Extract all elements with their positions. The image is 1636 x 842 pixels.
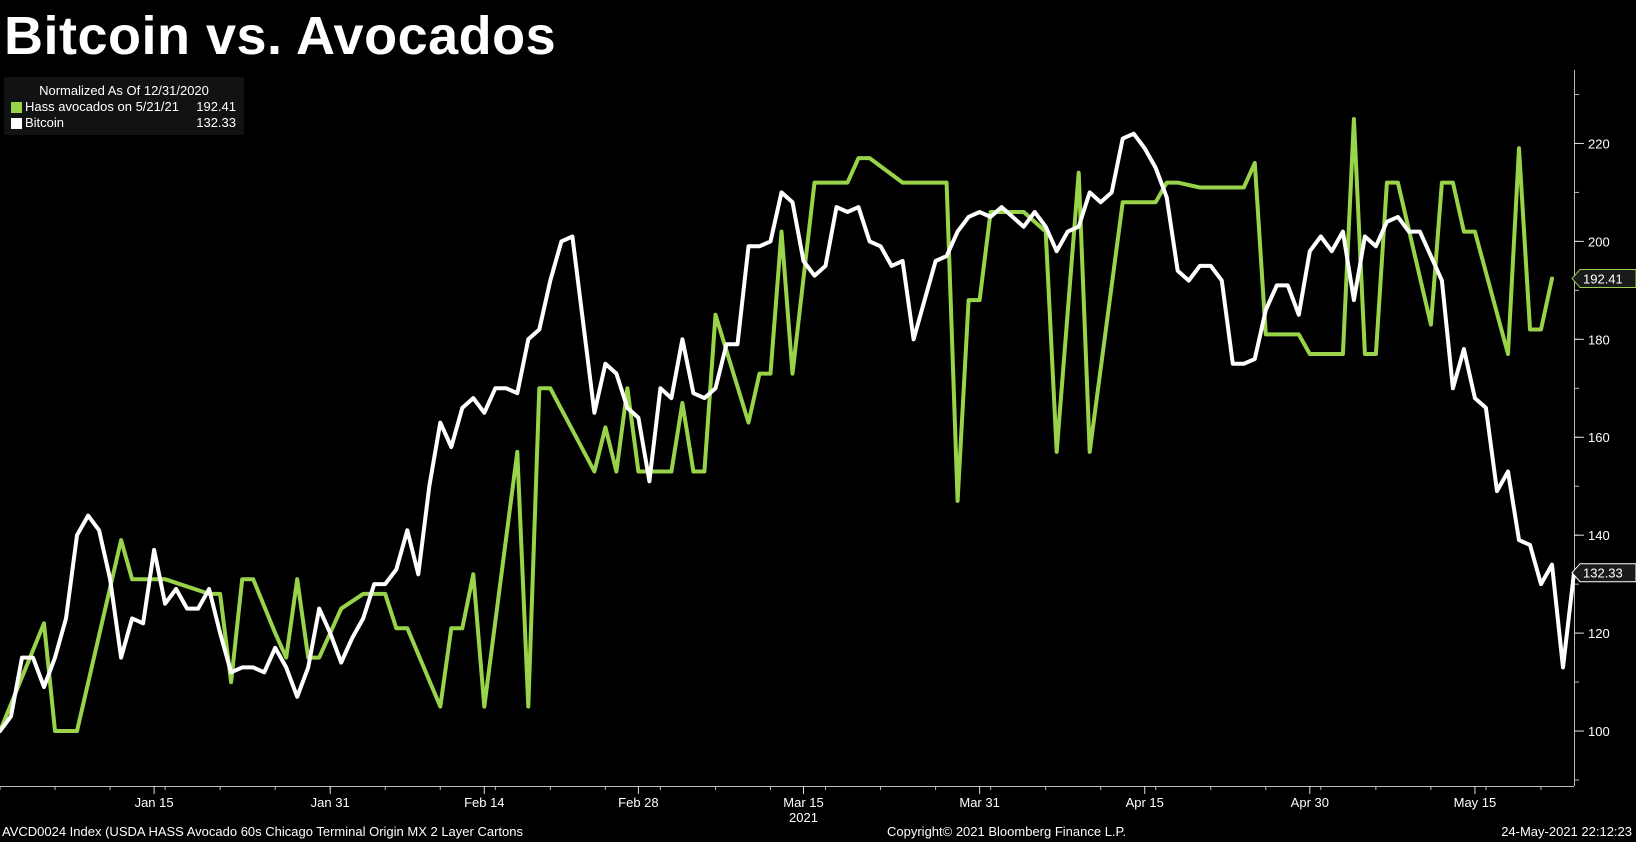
x-tick-label: Apr 30 [1291, 795, 1329, 810]
last-value-tag-avocados: 192.41 [1571, 269, 1636, 289]
x-tick-label: Feb 28 [618, 795, 658, 810]
last-value-tag-box [1571, 563, 1636, 583]
last-value-tags: 192.41 132.33 [1571, 269, 1636, 583]
x-tick-label: May 15 [1454, 795, 1497, 810]
legend-value-avocados: 192.41 [196, 99, 236, 114]
last-value-tag-text: 192.41 [1583, 272, 1623, 287]
x-tick-label: Jan 15 [135, 795, 174, 810]
footer-timestamp: 24-May-2021 22:12:23 [1501, 824, 1632, 839]
footer-source: AVCD0024 Index (USDA HASS Avocado 60s Ch… [2, 824, 523, 839]
avocado-line [0, 117, 1554, 733]
y-tick-label: 180 [1588, 332, 1610, 347]
legend-label-avocados: Hass avocados on 5/21/21 [25, 99, 179, 114]
chart-plot: Jan 15 Jan 31 Feb 14 Feb 28 Mar 15 Mar 31 Apr … [0, 70, 1636, 822]
last-value-tag-text: 132.33 [1583, 566, 1623, 581]
legend-item-bitcoin: Bitcoin 132.33 [4, 115, 244, 131]
x-axis: Jan 15 Jan 31 Feb 14 Feb 28 Mar 15 Mar 31 Apr … [0, 786, 1574, 822]
legend: Normalized As Of 12/31/2020 Hass avocado… [4, 77, 244, 135]
y-axis: 100 120 140 160 180 200 220 [1574, 70, 1610, 786]
x-tick-label: Mar 31 [959, 795, 999, 810]
y-tick-label: 100 [1588, 724, 1610, 739]
legend-label-bitcoin: Bitcoin [25, 115, 65, 130]
legend-header: Normalized As Of 12/31/2020 [39, 83, 209, 98]
x-tick-label: Mar 15 [783, 795, 823, 810]
footer-copyright: Copyright© 2021 Bloomberg Finance L.P. [887, 824, 1127, 839]
chart-title: Bitcoin vs. Avocados [4, 6, 557, 66]
bitcoin-line [0, 131, 1576, 733]
last-value-tag-box [1571, 269, 1636, 289]
y-tick-label: 120 [1588, 626, 1610, 641]
legend-swatch-avocados [11, 101, 22, 113]
x-year-label: 2021 [789, 810, 818, 822]
y-tick-label: 140 [1588, 528, 1610, 543]
y-tick-label: 220 [1588, 136, 1610, 151]
x-tick-label: Feb 14 [464, 795, 504, 810]
legend-item-avocados: Hass avocados on 5/21/21 192.41 [4, 99, 244, 115]
legend-value-bitcoin: 132.33 [196, 115, 236, 130]
last-value-tag-bitcoin: 132.33 [1571, 563, 1636, 583]
x-tick-label: Apr 15 [1126, 795, 1164, 810]
y-tick-label: 200 [1588, 234, 1610, 249]
x-tick-label: Jan 31 [311, 795, 350, 810]
legend-swatch-bitcoin [11, 117, 22, 129]
y-tick-label: 160 [1588, 430, 1610, 445]
series-layer [0, 117, 1576, 733]
